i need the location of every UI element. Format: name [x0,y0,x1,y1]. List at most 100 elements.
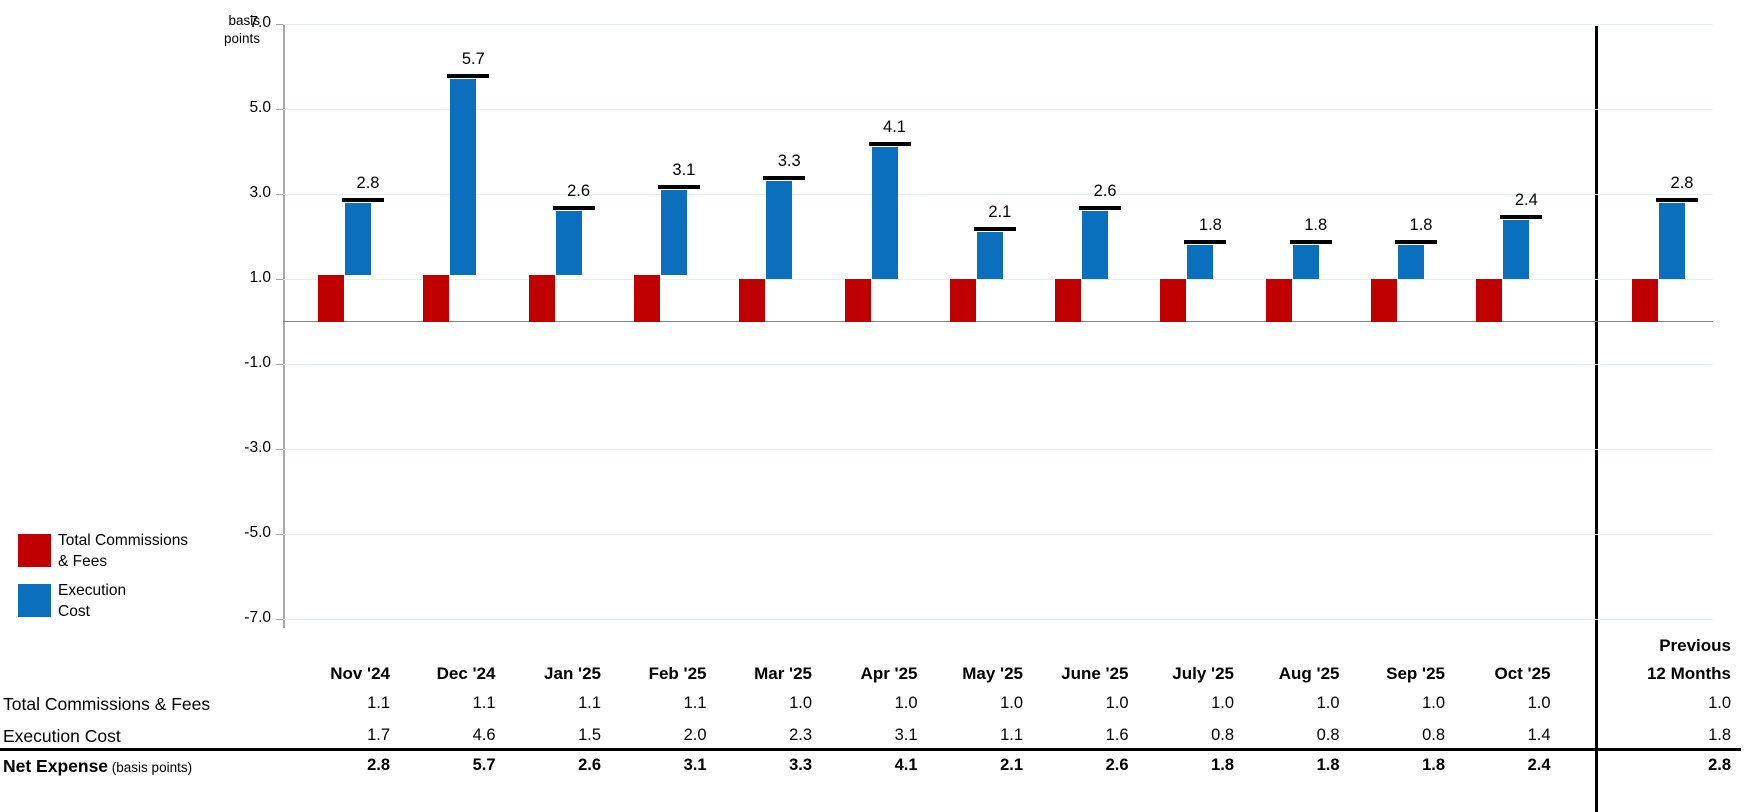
bar-execution-cost [555,211,582,275]
table-row-label: Total Commissions & Fees [3,694,210,715]
net-expense-total-label: 1.8 [1198,216,1222,234]
bar-execution-cost [1187,245,1214,279]
net-expense-total-dash [342,197,384,202]
y-axis-tickmark [276,109,283,110]
net-expense-total-dash [447,74,490,79]
net-expense-total-dash [763,176,806,181]
bar-execution-cost [450,79,477,275]
bar-execution-cost [1659,202,1685,279]
net-expense-total-dash [1289,240,1332,244]
table-cell: 1.1 [472,694,496,712]
table-cell: 5.7 [472,756,496,774]
y-axis-line [283,24,285,628]
table-cell-previous: 1.8 [1708,726,1731,744]
y-axis-unit-line2: points [223,31,260,46]
net-expense-total-dash [973,227,1016,232]
table-column-header: Apr '25 [860,664,918,683]
table-cell: 4.1 [894,756,918,774]
table-column-header: Nov '24 [330,664,390,683]
table-column-header: Feb '25 [648,664,707,683]
table-cell: 2.8 [367,756,390,774]
bar-execution-cost [1082,211,1109,279]
net-expense-total-dash [1656,197,1698,202]
table-cell: 1.5 [578,726,601,744]
bar-execution-cost [871,147,898,279]
net-expense-total-label: 1.8 [1409,216,1433,234]
table-cell: 0.8 [1316,726,1340,744]
table-column-header-previous-line1: Previous [1659,636,1731,655]
y-axis-unit-line1: basis [228,13,260,28]
bar-total-commissions-fees [739,279,766,322]
y-axis-tick-label: 7.0 [249,14,271,31]
legend-label-total-commissions-line2: & Fees [58,552,108,570]
gridline [283,194,1713,195]
table-cell: 1.1 [1000,726,1023,744]
table-cell: 2.4 [1527,756,1551,774]
table-cell: 1.8 [1422,756,1445,774]
legend-label-execution-cost: Execution Cost [58,581,126,622]
table-cell: 1.0 [1527,694,1551,712]
table-cell: 1.0 [894,694,918,712]
table-cell-previous: 2.8 [1708,756,1731,774]
table-column-header-previous-line2: 12 Months [1646,664,1731,683]
table-cell: 1.0 [1422,694,1445,712]
table-cell: 2.3 [789,726,812,744]
y-axis-tick-label: 3.0 [249,184,271,201]
y-axis-tick-label: -7.0 [244,609,271,626]
gridline [283,534,1713,535]
legend-label-total-commissions-line1: Total Commissions [58,532,189,549]
y-axis-tickmark [276,279,283,280]
table-cell: 0.8 [1422,726,1445,744]
gridline [283,279,1713,280]
table-row-label-text: Execution Cost [3,726,121,746]
legend-swatch-execution-cost [18,584,51,617]
net-expense-total-label: 2.6 [1093,182,1117,200]
table-column-header: Jan '25 [544,664,601,683]
previous-period-separator-line [1595,26,1598,812]
table-cell: 1.8 [1316,756,1340,774]
y-axis-tick-label: -5.0 [244,524,271,541]
bar-execution-cost [766,181,793,279]
bar-total-commissions-fees [1371,279,1397,322]
bar-execution-cost [1503,219,1530,279]
bar-total-commissions-fees [1632,279,1658,322]
bar-total-commissions-fees [1160,279,1187,322]
table-column-header: July '25 [1172,664,1234,683]
net-expense-total-label: 2.1 [988,203,1012,222]
table-row-label-text: Total Commissions & Fees [3,694,211,714]
table-cell: 4.6 [472,726,496,744]
table-cell: 1.6 [1105,726,1129,744]
y-axis-tickmark [276,364,283,365]
y-axis-tick-label: 5.0 [249,99,271,116]
legend-label-execution-cost-line2: Cost [58,602,90,620]
gridline [283,449,1713,450]
net-expense-total-label: 3.1 [672,160,696,179]
table-column-header: May '25 [962,664,1023,683]
table-row-label-text: Net Expense [3,756,109,776]
table-cell: 1.1 [683,694,707,712]
y-axis-tick-label: 1.0 [249,269,271,286]
y-axis-tick-label: -1.0 [244,354,271,371]
gridline [283,364,1713,365]
table-cell: 1.0 [1000,694,1023,712]
bar-total-commissions-fees [423,274,450,322]
net-expense-total-label: 5.7 [461,50,485,69]
bar-execution-cost [1398,245,1424,279]
y-axis-tickmark [276,619,283,620]
table-cell: 2.0 [683,726,707,744]
table-cell: 2.6 [578,756,601,774]
gridline [283,24,1713,25]
net-expense-total-label: 2.8 [356,173,380,192]
table-row-label-suffix: (basis points) [108,760,193,775]
y-axis-tickmark [276,534,283,535]
table-row-label: Net Expense (basis points) [3,756,192,777]
table-cell: 1.0 [1105,694,1129,712]
table-cell: 1.0 [1316,694,1340,712]
zero-baseline [283,320,1713,323]
y-axis-tickmark [276,24,283,25]
bar-total-commissions-fees [1055,279,1082,322]
table-cell: 1.4 [1527,726,1551,744]
table-cell: 1.1 [367,694,390,712]
table-cell: 1.0 [789,694,812,712]
table-cell: 1.8 [1211,756,1234,774]
